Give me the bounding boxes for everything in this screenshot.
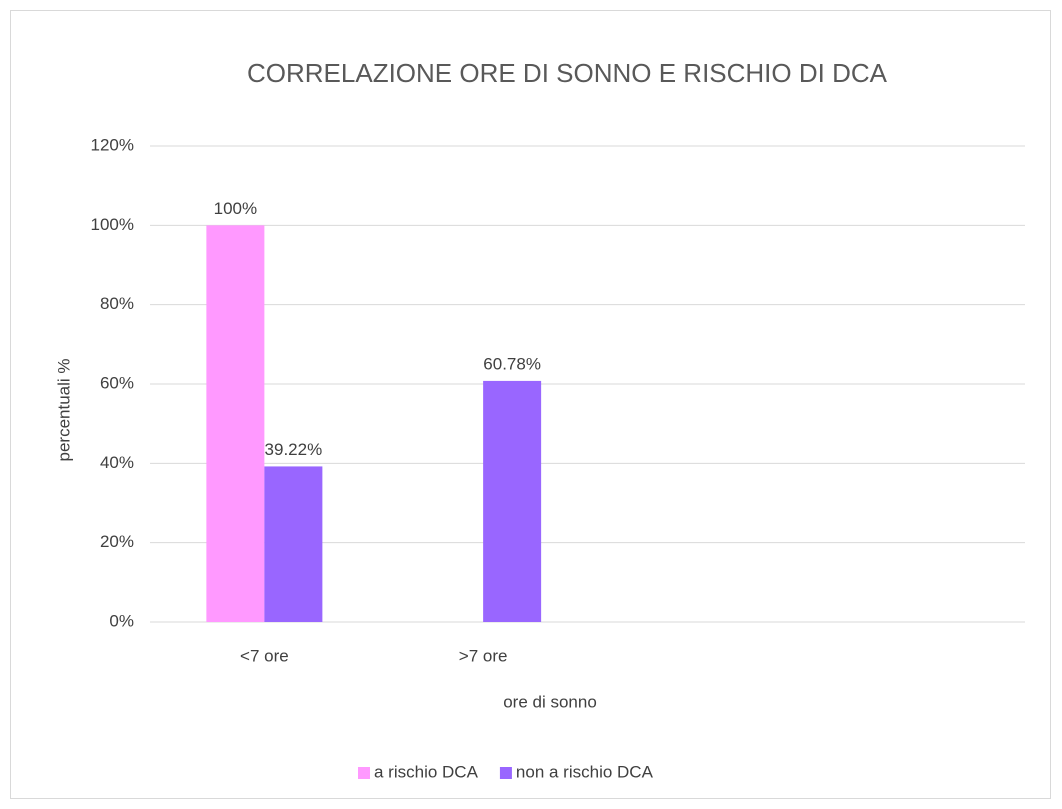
data-label: 60.78% [483,354,541,373]
y-tick-label: 120% [91,135,134,154]
y-tick-label: 100% [91,215,134,234]
x-tick-label: <7 ore [240,646,289,665]
y-tick-label: 0% [109,611,134,630]
y-tick-label: 20% [100,532,134,551]
y-axis-title: percentuali % [54,358,73,461]
legend-swatch [358,767,370,779]
legend-swatch [499,767,512,779]
legend-label: a rischio DCA [374,762,479,781]
data-label: 39.22% [265,440,323,459]
y-tick-label: 80% [100,294,134,313]
x-axis-title: ore di sonno [503,692,597,711]
chart-title: CORRELAZIONE ORE DI SONNO E RISCHIO DI D… [247,58,888,88]
y-tick-label: 60% [100,373,134,392]
legend-label: non a rischio DCA [516,762,654,781]
bar [264,466,323,622]
y-tick-label: 40% [100,453,134,472]
bar [483,380,542,622]
x-tick-label: >7 ore [459,646,508,665]
data-label: 100% [214,199,257,218]
bar [206,225,265,623]
